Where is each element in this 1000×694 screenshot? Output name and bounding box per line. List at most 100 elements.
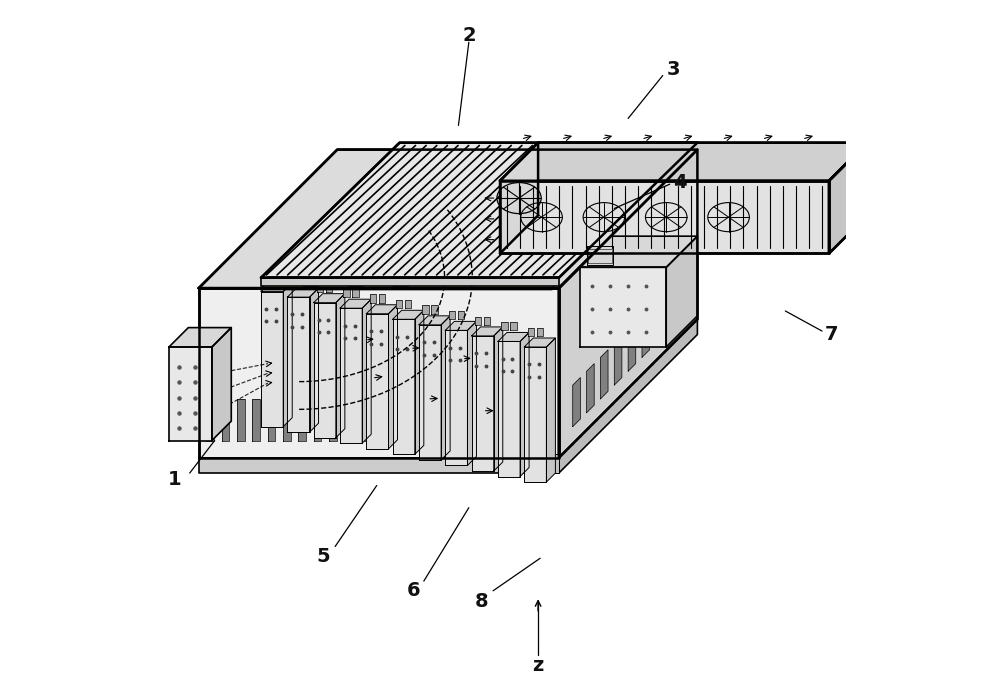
Polygon shape bbox=[329, 399, 337, 441]
Polygon shape bbox=[310, 288, 319, 432]
Polygon shape bbox=[642, 308, 650, 357]
Polygon shape bbox=[375, 399, 383, 441]
Polygon shape bbox=[314, 303, 336, 438]
Polygon shape bbox=[666, 236, 697, 347]
Polygon shape bbox=[393, 310, 424, 319]
Text: 8: 8 bbox=[474, 593, 488, 611]
Polygon shape bbox=[388, 305, 397, 449]
Text: 2: 2 bbox=[462, 26, 476, 45]
Polygon shape bbox=[500, 143, 867, 180]
Text: 7: 7 bbox=[824, 325, 838, 344]
Polygon shape bbox=[268, 399, 275, 441]
Polygon shape bbox=[390, 399, 398, 441]
Polygon shape bbox=[261, 277, 559, 289]
Polygon shape bbox=[406, 399, 413, 441]
Polygon shape bbox=[366, 314, 388, 449]
Polygon shape bbox=[546, 338, 555, 482]
Polygon shape bbox=[199, 458, 559, 473]
Text: 1: 1 bbox=[168, 471, 181, 489]
Polygon shape bbox=[510, 322, 517, 330]
Polygon shape bbox=[261, 291, 283, 427]
Polygon shape bbox=[482, 399, 490, 441]
Polygon shape bbox=[393, 280, 408, 287]
Polygon shape bbox=[501, 322, 508, 330]
Polygon shape bbox=[600, 350, 608, 399]
Polygon shape bbox=[303, 280, 318, 287]
Polygon shape bbox=[580, 267, 666, 347]
Polygon shape bbox=[370, 294, 376, 303]
Polygon shape bbox=[475, 316, 481, 325]
Polygon shape bbox=[421, 399, 429, 441]
Polygon shape bbox=[829, 143, 867, 253]
Polygon shape bbox=[436, 399, 444, 441]
Polygon shape bbox=[580, 236, 697, 267]
Polygon shape bbox=[348, 280, 363, 287]
Polygon shape bbox=[415, 310, 424, 455]
Polygon shape bbox=[494, 327, 503, 471]
Polygon shape bbox=[396, 300, 402, 308]
Polygon shape bbox=[199, 150, 697, 288]
Polygon shape bbox=[531, 455, 559, 473]
Polygon shape bbox=[274, 272, 280, 280]
Polygon shape bbox=[513, 399, 521, 441]
Polygon shape bbox=[298, 399, 306, 441]
Polygon shape bbox=[300, 278, 306, 286]
Polygon shape bbox=[336, 294, 345, 438]
Polygon shape bbox=[441, 316, 450, 460]
Polygon shape bbox=[340, 299, 371, 308]
Polygon shape bbox=[684, 266, 691, 316]
Polygon shape bbox=[291, 278, 297, 286]
Polygon shape bbox=[352, 289, 359, 297]
Polygon shape bbox=[252, 399, 260, 441]
Polygon shape bbox=[343, 289, 350, 297]
Polygon shape bbox=[670, 280, 677, 330]
Polygon shape bbox=[237, 399, 245, 441]
Polygon shape bbox=[445, 321, 476, 330]
Polygon shape bbox=[445, 330, 467, 466]
Polygon shape bbox=[362, 299, 371, 443]
Polygon shape bbox=[656, 294, 663, 344]
Polygon shape bbox=[458, 311, 464, 319]
Polygon shape bbox=[366, 305, 397, 314]
Polygon shape bbox=[314, 399, 321, 441]
Polygon shape bbox=[528, 328, 534, 336]
Text: z: z bbox=[532, 656, 544, 675]
Polygon shape bbox=[498, 399, 505, 441]
Polygon shape bbox=[467, 399, 475, 441]
Polygon shape bbox=[314, 294, 345, 303]
Polygon shape bbox=[587, 364, 594, 413]
Text: 3: 3 bbox=[666, 60, 680, 79]
Polygon shape bbox=[206, 399, 214, 441]
Polygon shape bbox=[222, 399, 229, 441]
Polygon shape bbox=[287, 297, 310, 432]
Polygon shape bbox=[573, 378, 580, 427]
Text: 6: 6 bbox=[407, 582, 420, 600]
Polygon shape bbox=[405, 300, 411, 308]
Polygon shape bbox=[261, 143, 697, 278]
Polygon shape bbox=[559, 319, 697, 473]
Text: 4: 4 bbox=[673, 173, 687, 192]
Polygon shape bbox=[520, 332, 529, 477]
Polygon shape bbox=[287, 288, 319, 297]
Polygon shape bbox=[344, 399, 352, 441]
Polygon shape bbox=[528, 399, 536, 441]
Polygon shape bbox=[419, 325, 441, 460]
Polygon shape bbox=[419, 316, 450, 325]
Polygon shape bbox=[283, 282, 292, 427]
Polygon shape bbox=[524, 347, 546, 482]
Polygon shape bbox=[340, 308, 362, 443]
Polygon shape bbox=[559, 150, 697, 458]
Polygon shape bbox=[467, 321, 476, 466]
Polygon shape bbox=[169, 347, 212, 441]
Polygon shape bbox=[360, 399, 367, 441]
Polygon shape bbox=[449, 311, 455, 319]
Polygon shape bbox=[169, 328, 231, 347]
Polygon shape bbox=[472, 327, 503, 336]
Polygon shape bbox=[379, 294, 385, 303]
Polygon shape bbox=[422, 305, 429, 314]
Polygon shape bbox=[484, 316, 490, 325]
Polygon shape bbox=[472, 336, 494, 471]
Polygon shape bbox=[265, 272, 271, 280]
Polygon shape bbox=[261, 282, 292, 291]
Polygon shape bbox=[498, 341, 520, 477]
